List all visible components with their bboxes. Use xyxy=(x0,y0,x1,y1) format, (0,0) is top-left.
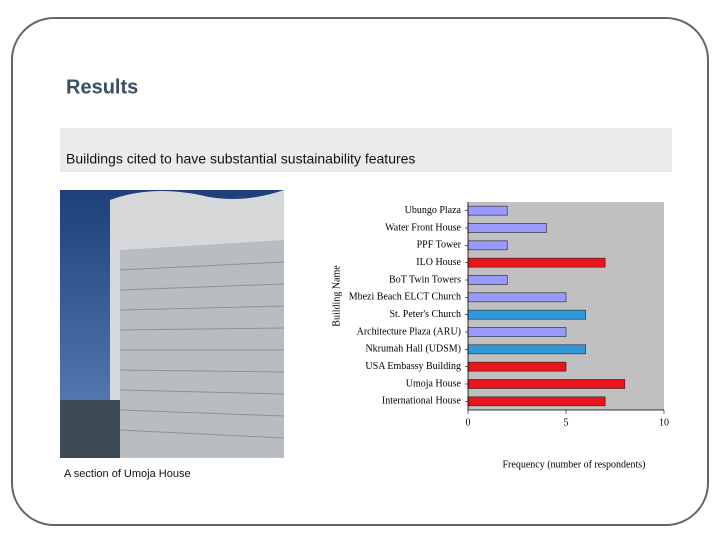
photo: A section of Umoja House xyxy=(60,190,285,480)
y-axis-label: Building Name xyxy=(331,265,342,327)
bar xyxy=(467,379,626,389)
plot-area xyxy=(468,202,664,410)
bar xyxy=(467,327,567,337)
category-label: Nkrumah Hall (UDSM) xyxy=(365,344,461,355)
category-label: Ubungo Plaza xyxy=(405,205,462,216)
bar xyxy=(467,344,586,355)
category-label: USA Embassy Building xyxy=(365,361,461,372)
x-tick-label: 5 xyxy=(564,417,569,428)
category-label: International House xyxy=(382,396,462,407)
subtitle: Buildings cited to have substantial sust… xyxy=(66,151,415,167)
category-label: St. Peter's Church xyxy=(389,309,461,320)
category-label: Mbezi Beach ELCT Church xyxy=(349,292,461,303)
title: Results xyxy=(66,76,138,98)
photo-caption: A section of Umoja House xyxy=(64,468,191,480)
bar xyxy=(467,240,508,251)
bar xyxy=(467,292,567,303)
x-axis-label: Frequency (number of respondents) xyxy=(502,459,645,470)
bar xyxy=(467,396,606,407)
category-label: ILO House xyxy=(416,257,461,268)
bar xyxy=(467,361,567,372)
category-label: BoT Twin Towers xyxy=(389,274,461,285)
bar xyxy=(467,275,508,285)
category-label: Architecture Plaza (ARU) xyxy=(357,326,461,337)
bar xyxy=(467,309,586,320)
category-label: PPF Tower xyxy=(417,240,462,251)
bar xyxy=(467,223,547,233)
x-tick-label: 0 xyxy=(466,417,471,428)
subtitle-band xyxy=(60,128,672,172)
category-label: Water Front House xyxy=(385,222,461,233)
bar xyxy=(467,205,508,216)
category-label: Umoja House xyxy=(406,378,462,389)
x-tick-label: 10 xyxy=(659,417,669,428)
bar xyxy=(467,257,606,268)
